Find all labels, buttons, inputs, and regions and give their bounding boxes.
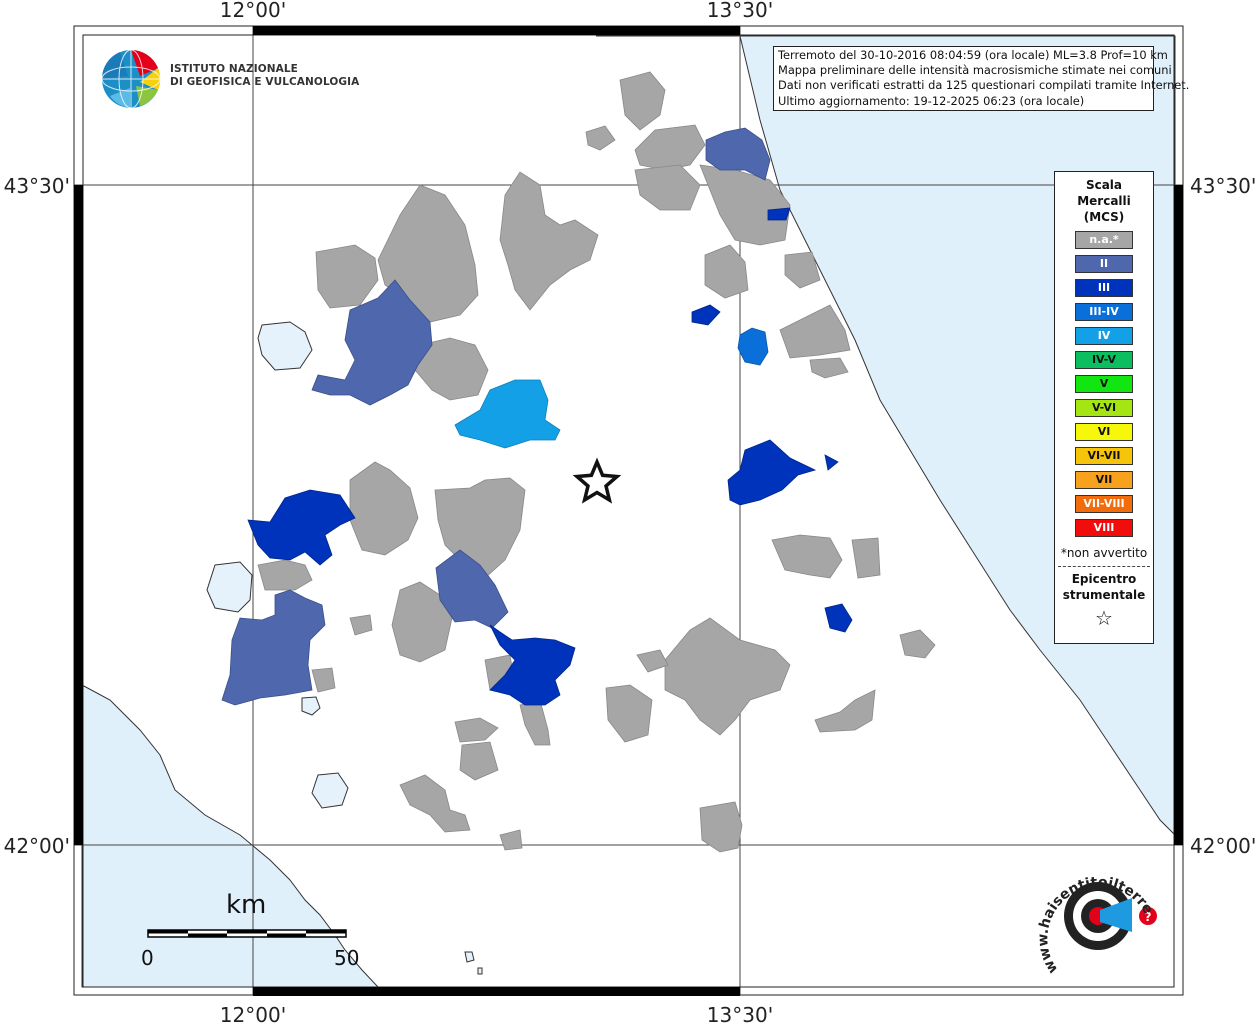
svg-text:?: ?: [1145, 910, 1152, 924]
frame: [73, 25, 1184, 996]
epicenter-star: [572, 457, 622, 504]
legend-item: V: [1075, 375, 1133, 393]
legend-item: VI: [1075, 423, 1133, 441]
municipalities-III-IV: [737, 327, 769, 366]
municipalities-IV: [454, 379, 561, 449]
coord-left-4330: 43°30': [4, 174, 70, 198]
event-info-line4: Ultimo aggiornamento: 19-12-2025 06:23 (…: [778, 93, 1085, 108]
legend-item: VI-VII: [1075, 447, 1133, 465]
lake-small-3: [477, 967, 483, 975]
lakes: [206, 321, 483, 975]
coord-top-1200: 12°00': [220, 0, 286, 22]
legend-star-icon: ☆: [1095, 606, 1113, 630]
haisentito-logo: ?: [1064, 882, 1157, 950]
svg-text:www.haisentitoilterremoto.it: www.haisentitoilterremoto.it: [1030, 860, 1156, 976]
mcs-legend: Scala Mercalli (MCS) n.a.* II III III-IV IV I…: [1054, 171, 1154, 644]
coord-bottom-1200: 12°00': [220, 1003, 286, 1024]
legend-title-line2: Mercalli: [1077, 194, 1131, 208]
tyrrhenian-sea: [81, 684, 380, 988]
legend-item: VII-VIII: [1075, 495, 1133, 513]
legend-epicenter-line1: Epicentro: [1071, 572, 1137, 586]
scale-unit: km: [226, 890, 267, 920]
lake-small-1: [301, 696, 321, 716]
lake-small-2: [464, 951, 475, 963]
scale-max: 50: [334, 946, 360, 970]
lake-bolsena: [206, 561, 253, 613]
event-info-box: Terremoto del 30-10-2016 08:04:59 (ora l…: [773, 46, 1190, 111]
ingv-name-line2: DI GEOFISICA E VULCANOLOGIA: [170, 76, 360, 88]
ingv-logo: [100, 48, 162, 114]
lake-trasimeno: [257, 321, 313, 371]
event-info-line3: Dati non verificati estratti da 125 ques…: [778, 78, 1190, 93]
legend-item: n.a.*: [1075, 231, 1133, 249]
legend-title-line3: (MCS): [1083, 210, 1125, 224]
legend-title: Scala Mercalli (MCS): [1055, 177, 1153, 225]
watermark-text: www.haisentitoilterremoto.it: [1030, 860, 1156, 976]
legend-item: VII: [1075, 471, 1133, 489]
municipalities-III: [247, 207, 853, 706]
legend-item: III-IV: [1075, 303, 1133, 321]
legend-item: IV: [1075, 327, 1133, 345]
legend-item: II: [1075, 255, 1133, 273]
scale-bar: [147, 929, 347, 938]
legend-title-line1: Scala: [1085, 178, 1123, 192]
legend-item: III: [1075, 279, 1133, 297]
legend-item: IV-V: [1075, 351, 1133, 369]
coord-bottom-1330: 13°30': [707, 1003, 773, 1024]
legend-epicenter-line2: strumentale: [1062, 588, 1146, 602]
legend-item: VIII: [1075, 519, 1133, 537]
event-info-line1: Terremoto del 30-10-2016 08:04:59 (ora l…: [778, 48, 1168, 62]
watermark: www.haisentitoilterremoto.it: [1030, 860, 1156, 976]
legend-separator: [1058, 566, 1150, 567]
scale-min: 0: [141, 946, 154, 970]
ingv-name-line1: ISTITUTO NAZIONALE: [170, 63, 298, 75]
coord-left-4200: 42°00': [4, 834, 70, 858]
legend-note: *non avvertito: [1060, 546, 1148, 560]
legend-items: n.a.* II III III-IV IV IV-V V V-VI VI VI-VII VII VI…: [1055, 231, 1153, 537]
globe-icon: [101, 49, 161, 109]
legend-epicenter-title: Epicentro strumentale: [1055, 571, 1153, 603]
event-info-line2: Mappa preliminare delle intensità macros…: [778, 63, 1172, 78]
coord-right-4330: 43°30': [1190, 174, 1256, 198]
legend-item: V-VI: [1075, 399, 1133, 417]
ingv-name: ISTITUTO NAZIONALE DI GEOFISICA E VULCAN…: [170, 63, 359, 89]
coord-right-4200: 42°00': [1190, 834, 1256, 858]
lake-bracciano: [311, 772, 349, 809]
municipalities-II: [221, 127, 771, 706]
coord-top-1330: 13°30': [707, 0, 773, 22]
